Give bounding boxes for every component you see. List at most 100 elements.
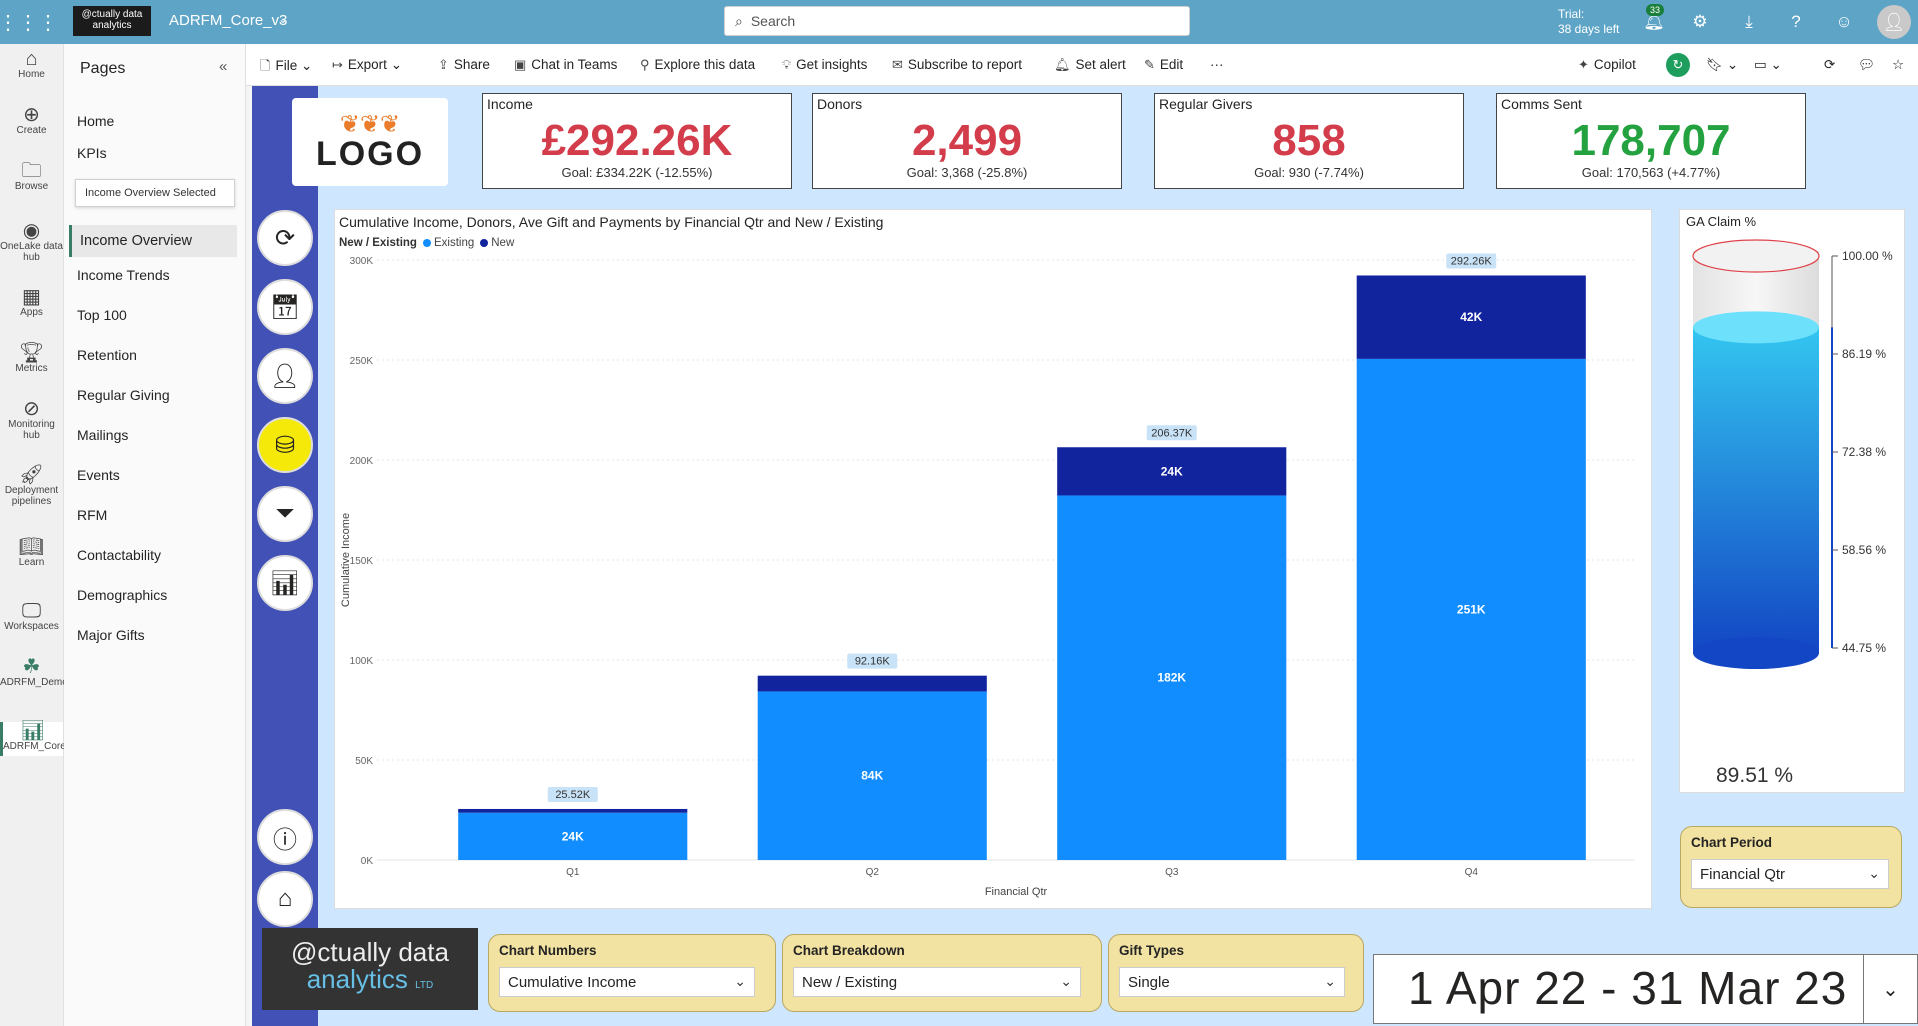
explore-data-button[interactable]: ⚲ Explore this data (640, 57, 755, 73)
chart-period-slicer: Chart Period Financial Qtr ⌄ (1680, 826, 1902, 908)
edit-button[interactable]: ✎ Edit (1144, 57, 1183, 73)
get-insights-button[interactable]: 💡︎ Get insights (782, 57, 867, 73)
bar-data-label: 182K (1157, 671, 1186, 685)
page-item-major-gifts[interactable]: Major Gifts (77, 627, 145, 643)
chart-numbers-dropdown[interactable]: Cumulative Income ⌄ (499, 967, 755, 997)
report-name[interactable]: ADRFM_Core_v3 (169, 12, 288, 29)
download-icon[interactable]: ⤓ (1745, 12, 1753, 31)
help-icon[interactable]: ? (1791, 12, 1801, 31)
refresh-icon[interactable]: ⟳ (1824, 57, 1836, 72)
bell-icon: 🔔︎ (1054, 57, 1071, 72)
bar-chart-icon[interactable]: 📊︎ (257, 555, 313, 611)
chevron-down-icon[interactable]: ⌄ (278, 12, 289, 26)
home-icon[interactable]: ⌂ (257, 871, 313, 927)
share-button[interactable]: ⇪ Share (438, 57, 490, 73)
kpi-goal: Goal: 930 (-7.74%) (1254, 165, 1364, 180)
page-item-retention[interactable]: Retention (77, 347, 137, 363)
chart-period-label: Chart Period (1691, 835, 1773, 850)
x-tick-label: Q2 (866, 867, 880, 878)
rail-item-apps[interactable]: ▦ Apps (0, 287, 63, 322)
page-item-regular-giving[interactable]: Regular Giving (77, 387, 170, 403)
collapse-icon[interactable]: « (219, 58, 228, 75)
refresh-status-icon[interactable]: ↻ (1666, 53, 1690, 77)
page-item-income-overview[interactable]: Income Overview (69, 225, 237, 257)
kpi-card-donors[interactable]: Donors 2,499 Goal: 3,368 (-25.8%) (812, 93, 1122, 189)
home-icon: ⌂ (25, 48, 38, 70)
kpi-card-comms-sent[interactable]: Comms Sent 178,707 Goal: 170,563 (+4.77%) (1496, 93, 1806, 189)
ga-claim-title: GA Claim % (1686, 214, 1757, 229)
search-input[interactable]: ⌕ Search (724, 6, 1190, 36)
calendar-icon[interactable]: 📅︎ (257, 279, 313, 335)
income-bar-chart[interactable]: 0K 50K 100K 150K 200K 250K 300K Cumulative Inco… (335, 250, 1651, 910)
rail-item-metrics[interactable]: 🏆︎ Metrics (0, 343, 63, 378)
rail-item-home[interactable]: ⌂ Home (0, 48, 63, 84)
chart-period-dropdown[interactable]: Financial Qtr ⌄ (1691, 859, 1889, 889)
file-label: File (275, 58, 298, 73)
chat-in-teams-button[interactable]: ▣ Chat in Teams (514, 57, 617, 73)
page-item-contactability[interactable]: Contactability (77, 547, 162, 563)
copilot-button[interactable]: ✦ Copilot (1578, 57, 1636, 73)
comment-icon[interactable]: 💬︎ (1858, 57, 1876, 72)
legend-existing-label[interactable]: Existing (433, 237, 475, 249)
rail-item-deployment-pipelines[interactable]: 🚀︎ Deployment pipelines (0, 464, 63, 511)
rail-item-monitoring-hub[interactable]: ⊘ Monitoring hub (0, 399, 63, 445)
person-icon[interactable]: 👤︎ (257, 348, 313, 404)
legend-new-label[interactable]: New (491, 237, 515, 249)
top-bar: ⋮⋮⋮ @ctually data analytics ADRFM_Core_v… (0, 0, 1918, 44)
chart-breakdown-slicer: Chart Breakdown New / Existing ⌄ (782, 934, 1102, 1012)
kpi-goal: Goal: 3,368 (-25.8%) (906, 165, 1028, 180)
chart-breakdown-dropdown[interactable]: New / Existing ⌄ (793, 967, 1081, 997)
bell-icon[interactable]: 🔔︎ (1643, 12, 1665, 31)
y-tick-label: 0K (361, 856, 374, 867)
page-item-events[interactable]: Events (77, 467, 120, 483)
rocket-icon: 🚀︎ (18, 464, 45, 486)
rail-item-onelake-data-hub[interactable]: ◉ OneLake data hub (0, 221, 63, 267)
set-alert-button[interactable]: 🔔︎ Set alert (1054, 57, 1126, 73)
workspace-logo[interactable]: @ctually data analytics (73, 6, 151, 36)
page-item-income-trends[interactable]: Income Trends (77, 267, 170, 283)
income-chart-panel[interactable]: Cumulative Income, Donors, Ave Gift and … (334, 209, 1652, 909)
date-range-display[interactable]: 1 Apr 22 - 31 Mar 23 (1373, 954, 1865, 1024)
rail-item-label: ADRFM_Demo (0, 677, 68, 688)
database-icon[interactable]: ⛁ (257, 417, 313, 473)
refresh-icon[interactable]: ⟳ (257, 210, 313, 266)
bookmark-icon[interactable]: 🔖︎ ⌄ (1706, 57, 1739, 72)
page-item-home[interactable]: Home (77, 113, 115, 129)
gear-icon[interactable]: ⚙ (1692, 12, 1708, 31)
avatar[interactable]: 👤︎ (1877, 5, 1911, 39)
page-item-mailings[interactable]: Mailings (77, 427, 129, 443)
rail-item-learn[interactable]: 📖︎ Learn (0, 537, 63, 572)
ga-claim-panel[interactable]: GA Claim % 100.00 % 86.19 % 72.38 % 58.56 %… (1679, 209, 1905, 793)
more-button[interactable]: ··· (1210, 57, 1224, 72)
date-range-chevron-icon[interactable]: ⌄ (1863, 954, 1918, 1024)
rail-item-workspaces[interactable]: 🖵︎ Workspaces (0, 600, 63, 636)
rail-item-browse[interactable]: 🗀︎ Browse (0, 161, 63, 196)
page-item-rfm[interactable]: RFM (77, 507, 108, 523)
export-menu[interactable]: ↦ Export ⌄ (332, 57, 402, 72)
page-item-demographics[interactable]: Demographics (77, 587, 168, 603)
rail-item-label: Apps (20, 307, 43, 318)
info-icon[interactable]: ⓘ (257, 809, 313, 865)
page-item-top-100[interactable]: Top 100 (77, 307, 127, 323)
rail-item-create[interactable]: ⊕ Create (0, 105, 63, 140)
app-launcher-icon[interactable]: ⋮⋮⋮ (0, 11, 58, 34)
filter-icon[interactable]: ⏷ (257, 486, 313, 542)
workspaces-icon: 🖵︎ (21, 600, 42, 622)
brand-suffix: LTD (415, 980, 434, 991)
file-menu[interactable]: 🗋︎ File ⌄ (260, 58, 313, 73)
subscribe-button[interactable]: ✉ Subscribe to report (892, 57, 1022, 73)
view-icon[interactable]: ▭ ⌄ (1754, 57, 1782, 72)
gift-types-dropdown[interactable]: Single ⌄ (1119, 967, 1345, 997)
rail-item-adrfm-core-v3[interactable]: 📊︎ ADRFM_Core_v3 (0, 721, 82, 756)
page-item-kpis[interactable]: KPIs (77, 145, 107, 161)
kpi-card-regular-givers[interactable]: Regular Givers 858 Goal: 930 (-7.74%) (1154, 93, 1464, 189)
chart-breakdown-value: New / Existing (802, 973, 898, 991)
feedback-icon[interactable]: ☺ (1835, 12, 1853, 31)
x-tick-label: Q4 (1465, 867, 1479, 878)
total-label-bg (847, 653, 898, 669)
kpi-card-income[interactable]: Income £292.26K Goal: £334.22K (-12.55%) (482, 93, 792, 189)
favorite-icon[interactable]: ☆ (1892, 57, 1905, 72)
rail-item-adrfm-demo[interactable]: ☘ ADRFM_Demo (0, 657, 68, 692)
brand-line2: analytics (306, 964, 408, 994)
chart-numbers-slicer: Chart Numbers Cumulative Income ⌄ (488, 934, 776, 1012)
